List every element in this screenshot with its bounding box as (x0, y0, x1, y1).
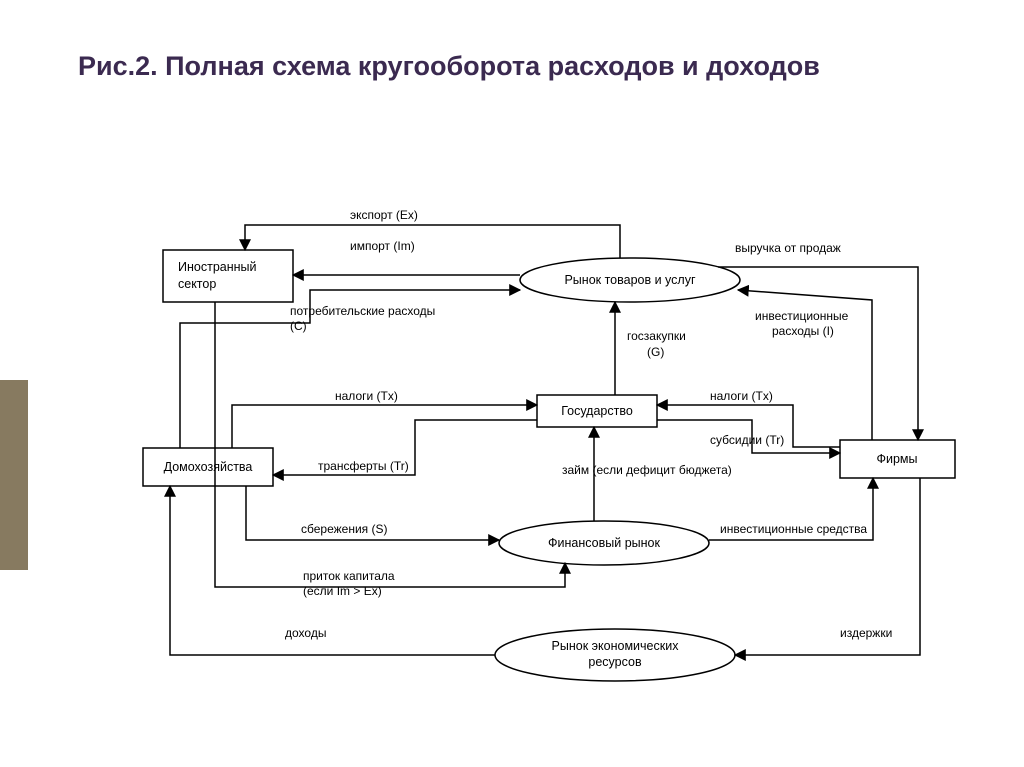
svg-text:Рынок экономических: Рынок экономических (552, 639, 680, 653)
label-tax-fr: налоги (Tx) (710, 389, 773, 403)
svg-text:сектор: сектор (178, 277, 216, 291)
label-export: экспорт (Ex) (350, 208, 418, 222)
label-capital-2: (если Im > Ex) (303, 584, 382, 598)
label-govbuy-2: (G) (647, 345, 664, 359)
label-investment-2: расходы (I) (772, 324, 834, 338)
svg-text:Иностранный: Иностранный (178, 260, 257, 274)
edge-tax-hh (232, 405, 537, 448)
label-revenue: выручка от продаж (735, 241, 841, 255)
edge-revenue (718, 267, 918, 440)
label-tax-hh: налоги (Tx) (335, 389, 398, 403)
label-invfunds: инвестиционные средства (720, 522, 867, 536)
svg-text:Рынок товаров и услуг: Рынок товаров и услуг (564, 273, 695, 287)
label-consumption-1: потребительские расходы (290, 304, 435, 318)
svg-text:Финансовый рынок: Финансовый рынок (548, 536, 660, 550)
svg-text:Фирмы: Фирмы (876, 452, 917, 466)
label-consumption-2: (C) (290, 319, 307, 333)
label-subs: субсидии (Tr) (710, 433, 784, 447)
label-costs: издержки (840, 626, 892, 640)
edge-export (245, 225, 620, 258)
svg-text:ресурсов: ресурсов (588, 655, 642, 669)
label-capital-1: приток капитала (303, 569, 395, 583)
node-goods-market: Рынок товаров и услуг (520, 258, 740, 302)
node-government: Государство (537, 395, 657, 427)
label-savings: сбережения (S) (301, 522, 387, 536)
label-income: доходы (285, 626, 326, 640)
circular-flow-diagram: Иностранный сектор Рынок товаров и услуг… (0, 0, 1024, 767)
node-households: Домохозяйства (143, 448, 273, 486)
svg-text:Домохозяйства: Домохозяйства (164, 460, 253, 474)
node-finance-market: Финансовый рынок (499, 521, 709, 565)
label-govbuy-1: госзакупки (627, 329, 686, 343)
svg-text:Государство: Государство (561, 404, 633, 418)
node-firms: Фирмы (840, 440, 955, 478)
label-import: импорт (Im) (350, 239, 415, 253)
label-loan: займ (если дефицит бюджета) (562, 463, 732, 477)
label-transfers: трансферты (Tr) (318, 459, 409, 473)
node-resource-market: Рынок экономических ресурсов (495, 629, 735, 681)
label-investment-1: инвестиционные (755, 309, 849, 323)
node-foreign-sector: Иностранный сектор (163, 250, 293, 302)
